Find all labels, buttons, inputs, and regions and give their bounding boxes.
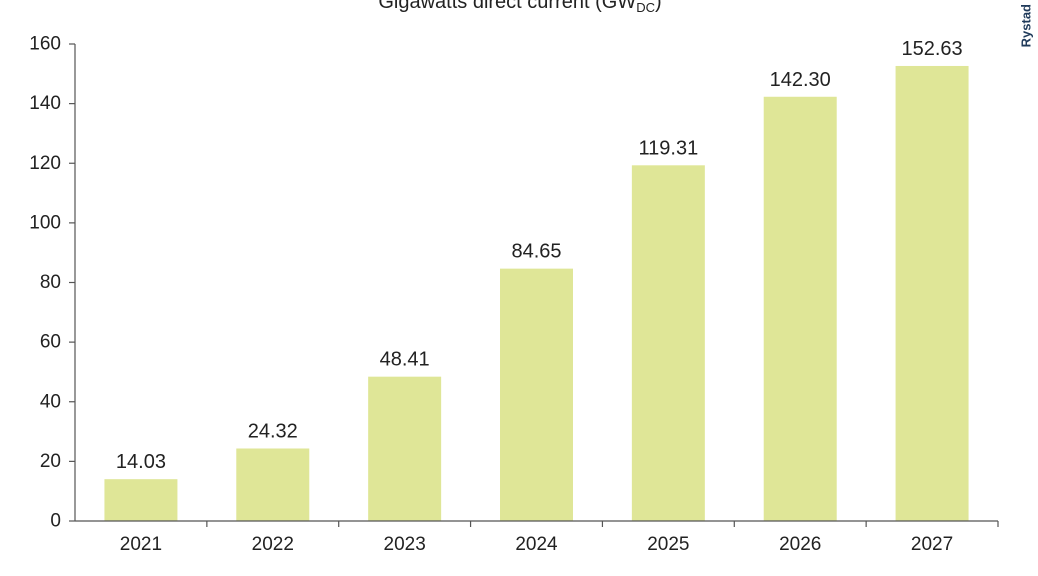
watermark-logo-text: Rystad [1019,4,1034,47]
bar-2026 [763,96,837,521]
x-tick-label-2024: 2024 [515,534,558,555]
data-label-2023: 48.41 [380,349,430,371]
chart-subtitle: Gigawatts direct current (GWDC) [378,0,661,15]
data-label-2027: 152.63 [901,38,962,60]
bar-2025 [631,165,705,521]
chart-subtitle-subscript: DC [636,0,655,15]
bar-2022 [236,448,310,521]
data-label-2022: 24.32 [248,420,298,442]
data-label-2026: 142.30 [770,69,831,91]
data-label-2021: 14.03 [116,451,166,473]
bar-2023 [368,376,442,521]
bars-group [104,65,969,522]
y-axis-ticks: 0 20 40 60 80 100 120 140 160 [29,34,75,532]
chart-subtitle-end: ) [655,0,662,13]
bar-2024 [500,268,573,521]
bar-2021 [104,479,178,521]
y-tick-label: 100 [29,212,61,233]
data-labels-group: 14.03 24.32 48.41 84.65 119.31 142.30 152.63 [116,38,963,473]
x-axis-ticks: 2021 2022 2023 2024 2025 2026 2027 [120,521,999,555]
x-tick-label-2023: 2023 [384,534,426,555]
chart-subtitle-main: Gigawatts direct current (GW [378,0,636,13]
y-tick-label: 140 [29,93,61,114]
y-tick-label: 0 [50,511,61,532]
bar-2027 [895,65,969,522]
y-tick-label: 120 [29,153,61,174]
x-tick-label-2025: 2025 [647,534,689,555]
y-tick-label: 80 [40,272,61,293]
y-tick-label: 40 [40,391,61,412]
x-tick-label-2027: 2027 [911,534,953,555]
y-tick-label: 60 [40,332,61,353]
x-tick-label-2026: 2026 [779,534,821,555]
data-label-2025: 119.31 [639,137,699,159]
y-tick-label: 20 [40,451,61,472]
data-label-2024: 84.65 [511,241,561,263]
y-tick-label: 160 [29,34,61,55]
x-tick-label-2021: 2021 [120,534,162,555]
x-tick-label-2022: 2022 [252,534,294,555]
